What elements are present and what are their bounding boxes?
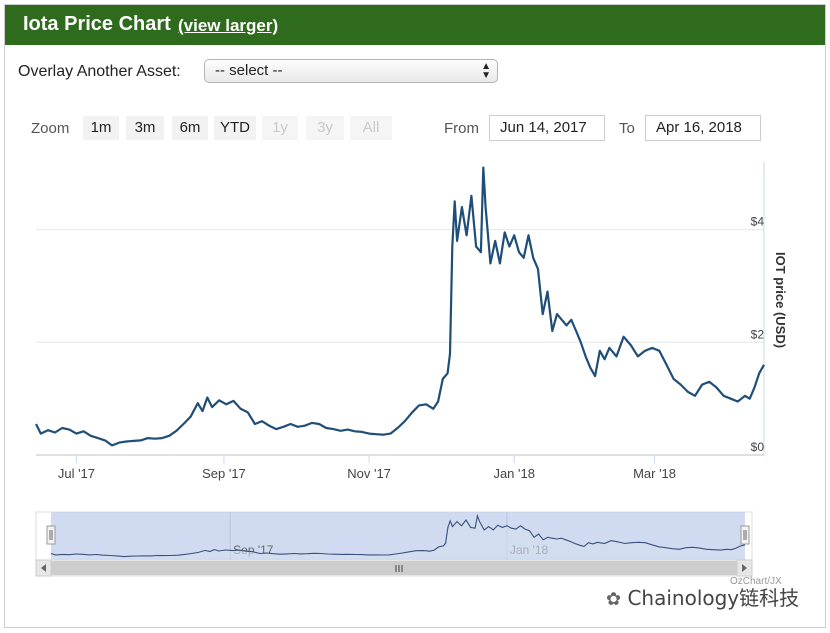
range-to-input[interactable]: Apr 16, 2018 (645, 115, 761, 141)
header-bar: Iota Price Chart (view larger) (5, 5, 825, 45)
overlay-asset-select[interactable]: -- select -- ▲ ▼ (204, 59, 498, 83)
range-to-label: To (619, 120, 635, 137)
wechat-icon: ✿ (606, 589, 622, 610)
zoom-button-3m[interactable]: 3m (126, 116, 164, 140)
view-larger-link[interactable]: (view larger) (178, 16, 279, 35)
chart-credits: OzChart/JX (730, 576, 782, 587)
chart-widget: Iota Price Chart (view larger) (4, 4, 826, 628)
zoom-button-ytd[interactable]: YTD (214, 116, 256, 140)
zoom-button-all: All (350, 116, 392, 140)
watermark-text: Chainology链科技 (627, 586, 800, 610)
zoom-button-3y: 3y (306, 116, 344, 140)
zoom-button-1y: 1y (262, 116, 298, 140)
range-from-label: From (444, 120, 479, 137)
overlay-asset-label: Overlay Another Asset: (18, 63, 181, 80)
zoom-label: Zoom (31, 120, 70, 137)
select-arrows-icon: ▲ ▼ (481, 61, 491, 81)
zoom-button-6m[interactable]: 6m (172, 116, 208, 140)
range-from-input[interactable]: Jun 14, 2017 (489, 115, 605, 141)
chart-title: Iota Price Chart (23, 13, 171, 35)
zoom-button-1m[interactable]: 1m (83, 116, 119, 140)
overlay-asset-selected: -- select -- (215, 62, 283, 79)
watermark: ✿ Chainology链科技 (606, 582, 799, 611)
